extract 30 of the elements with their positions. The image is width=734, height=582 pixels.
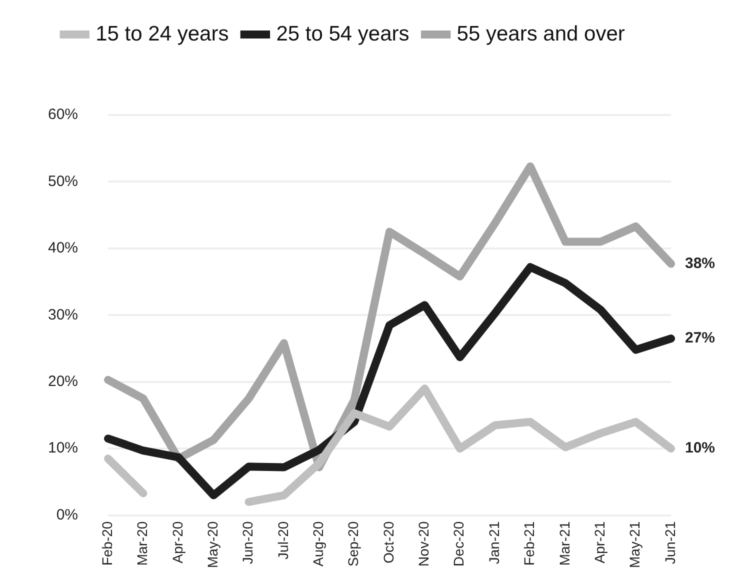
y-tick-label: 20%: [48, 373, 78, 390]
x-tick-label: Feb-21: [521, 521, 538, 566]
x-tick-label: May-21: [626, 521, 643, 568]
y-tick-label: 0%: [56, 506, 78, 524]
x-tick-label: Apr-20: [169, 521, 186, 564]
data-label: 27%: [685, 330, 716, 347]
x-tick-label: Sep-20: [345, 521, 362, 566]
legend-label: 55 years and over: [456, 22, 625, 46]
x-tick-label: Nov-20: [416, 521, 432, 566]
x-tick-label: May-20: [204, 521, 220, 568]
x-tick-label: Dec-20: [450, 521, 467, 566]
y-tick-label: 50%: [48, 172, 78, 190]
legend-label: 25 to 54 years: [276, 22, 410, 46]
x-tick-label: Apr-21: [591, 521, 608, 564]
data-label: 38%: [685, 254, 716, 272]
x-tick-label: Mar-20: [134, 521, 150, 566]
y-tick-label: 60%: [48, 106, 78, 124]
x-tick-label: Mar-21: [556, 521, 572, 566]
x-tick-label: Jun-21: [662, 521, 678, 564]
x-tick-label: Oct-20: [380, 521, 396, 564]
x-tick-label: Aug-20: [310, 521, 326, 566]
x-tick-label: Jan-21: [486, 521, 502, 564]
x-tick-label: Jun-20: [240, 521, 256, 564]
data-label: 10%: [685, 440, 716, 457]
x-tick-label: Feb-20: [98, 521, 115, 566]
x-tick-label: Jul-20: [274, 521, 291, 560]
y-tick-label: 30%: [48, 306, 78, 324]
legend-label: 15 to 24 years: [96, 22, 229, 46]
y-tick-label: 40%: [48, 240, 78, 257]
y-tick-label: 10%: [48, 440, 78, 457]
